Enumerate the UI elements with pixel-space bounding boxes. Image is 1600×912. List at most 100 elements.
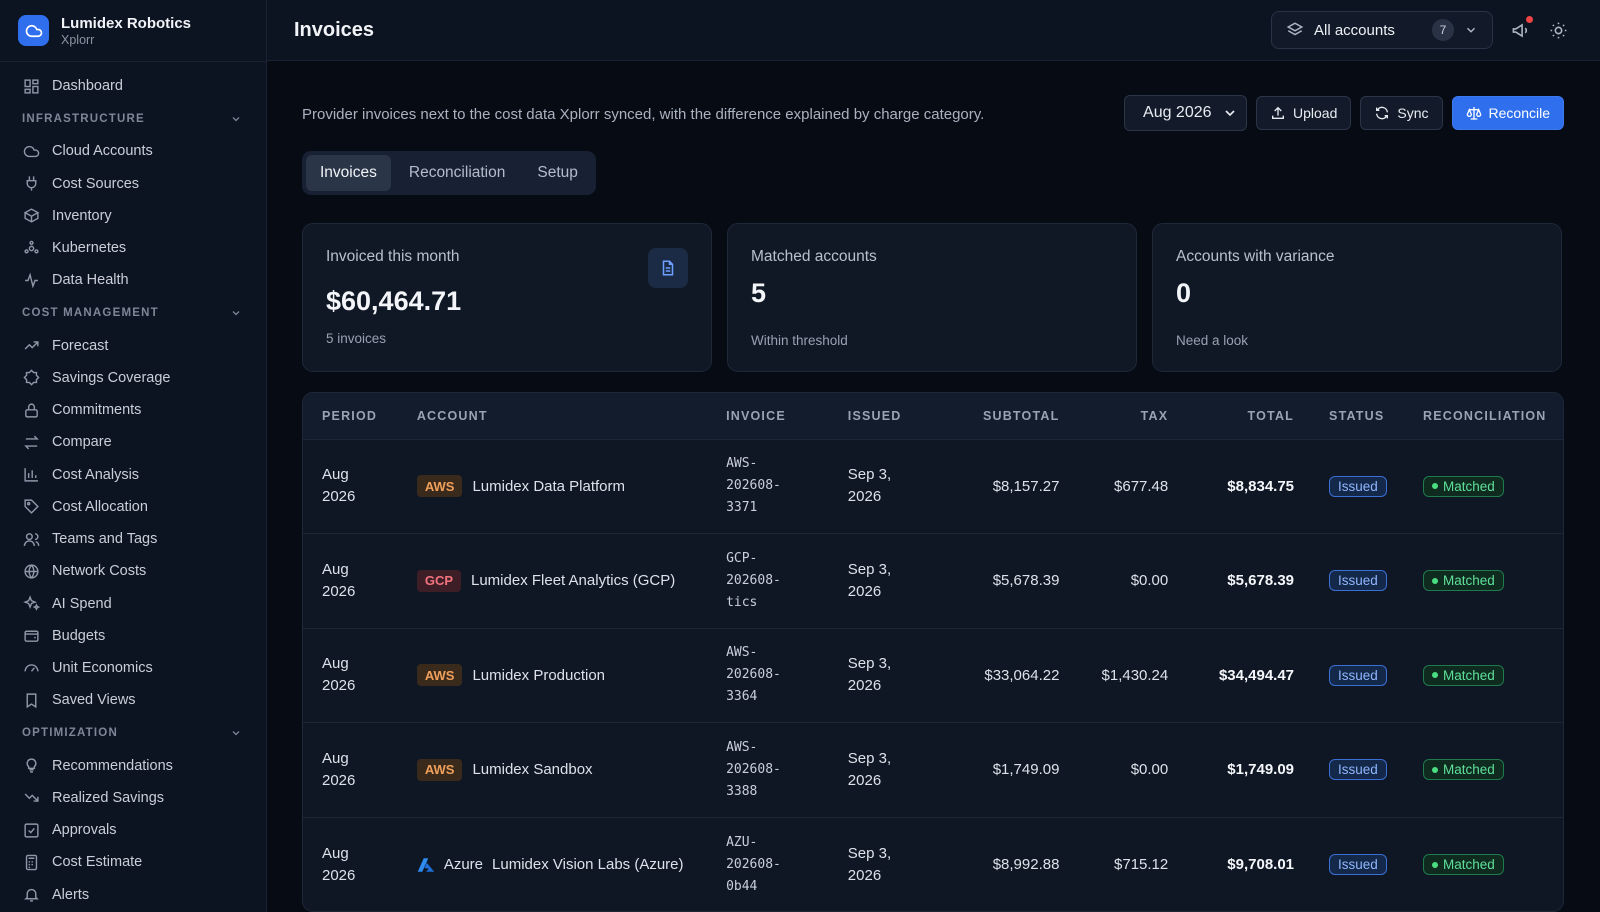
invoice-id[interactable]: GCP- 202608- tics	[726, 550, 781, 610]
invoice-id[interactable]: AWS- 202608- 3364	[726, 645, 781, 705]
tab-setup[interactable]: Setup	[537, 164, 578, 181]
bar-chart-icon	[22, 466, 40, 484]
sidebar-item-label: Cost Analysis	[52, 466, 140, 483]
sidebar-item-label: Compare	[52, 434, 112, 451]
reconciliation-label: Matched	[1443, 857, 1495, 872]
provider-badge: AWS	[416, 758, 463, 781]
tax-cell: $715.12	[1114, 856, 1169, 873]
theme-toggle-button[interactable]	[1547, 19, 1569, 41]
column-header[interactable]: STATUS	[1329, 408, 1385, 423]
invoice-id[interactable]: AWS- 202608- 3388	[726, 739, 781, 799]
section-title: INFRASTRUCTURE	[22, 112, 145, 125]
table-row[interactable]: Aug 2026 Azure Lumidex Vision Labs (Azure)…	[303, 817, 1563, 911]
reconciliation-badge: Matched	[1423, 664, 1504, 686]
chevron-down-icon	[232, 311, 240, 316]
account-selector-label: All accounts	[1314, 21, 1395, 39]
sidebar-item-label: Teams and Tags	[52, 531, 158, 547]
column-header[interactable]: TAX	[1140, 408, 1169, 423]
sidebar-item-dashboard[interactable]: Dashboard	[0, 70, 266, 102]
sidebar-item-ai-spend[interactable]: AI Spend	[0, 588, 266, 620]
period-month: Aug	[322, 844, 349, 862]
column-header[interactable]: INVOICE	[726, 408, 786, 423]
sidebar-item-budgets[interactable]: Budgets	[0, 620, 266, 652]
cloud-icon	[22, 142, 40, 160]
account-count-badge: 7	[1432, 19, 1454, 41]
sidebar-item-cloud-accounts[interactable]: Cloud Accounts	[0, 135, 266, 167]
invoice-id[interactable]: AWS- 202608- 3371	[726, 456, 781, 516]
sidebar-item-unit-economics[interactable]: Unit Economics	[0, 652, 266, 684]
status-badge: Issued	[1329, 664, 1387, 686]
column-header[interactable]: ISSUED	[847, 408, 902, 423]
reconcile-button[interactable]: Reconcile	[1451, 96, 1564, 130]
card-value: $60,464.71	[326, 286, 462, 316]
period-select[interactable]: Aug 2026	[1124, 95, 1248, 131]
reconciliation-badge: Matched	[1423, 570, 1504, 592]
sidebar-item-kubernetes[interactable]: Kubernetes	[0, 232, 266, 264]
issued-year: 2026	[847, 582, 882, 600]
sidebar-item-realized-savings[interactable]: Realized Savings	[0, 782, 266, 814]
account-name: Lumidex Sandbox	[472, 761, 593, 779]
account-name: Lumidex Fleet Analytics (GCP)	[471, 572, 676, 590]
table-header-row: PERIOD ACCOUNT INVOICE ISSUED SUBTOTAL T…	[303, 393, 1563, 439]
section-cost-management[interactable]: COST MANAGEMENT	[0, 297, 266, 330]
period-year: 2026	[322, 582, 356, 600]
org-switcher[interactable]: Lumidex Robotics Xplorr	[0, 0, 266, 62]
gauge-icon	[22, 659, 40, 677]
upload-button[interactable]: Upload	[1256, 96, 1352, 130]
sidebar-item-cost-estimate[interactable]: Cost Estimate	[0, 846, 266, 878]
section-infrastructure[interactable]: INFRASTRUCTURE	[0, 102, 266, 135]
sidebar-item-label: Inventory	[52, 207, 112, 224]
card-sub: 5 invoices	[326, 331, 387, 346]
layers-icon	[1286, 21, 1304, 39]
subtotal-cell: $5,678.39	[992, 572, 1060, 590]
chevron-down-icon	[1464, 23, 1478, 37]
sidebar-item-forecast[interactable]: Forecast	[0, 330, 266, 362]
tab-invoices[interactable]: Invoices	[306, 155, 391, 191]
sidebar-item-label: Data Health	[52, 272, 129, 289]
sidebar-item-recommendations[interactable]: Recommendations	[0, 750, 266, 782]
sidebar-item-cost-analysis[interactable]: Cost Analysis	[0, 459, 266, 491]
sidebar-item-cost-sources[interactable]: Cost Sources	[0, 168, 266, 200]
sidebar-item-compare[interactable]: Compare	[0, 426, 266, 458]
column-header[interactable]: ACCOUNT	[416, 408, 488, 423]
status-badge: Issued	[1329, 570, 1387, 592]
total-cell: $9,708.01	[1227, 856, 1295, 873]
column-header[interactable]: TOTAL	[1247, 408, 1295, 423]
column-header[interactable]: SUBTOTAL	[982, 408, 1060, 423]
period-year: 2026	[322, 677, 356, 695]
card-invoiced-this-month: Invoiced this month $60,464.71 5 invoice…	[302, 223, 712, 372]
sidebar-item-cost-allocation[interactable]: Cost Allocation	[0, 491, 266, 523]
sidebar-item-label: Saved Views	[52, 692, 136, 709]
table-row[interactable]: Aug 2026 GCP Lumidex Fleet Analytics (GCP)…	[303, 533, 1563, 629]
sidebar-item-label: Savings Coverage	[52, 369, 171, 386]
announcements-button[interactable]	[1509, 16, 1533, 41]
sidebar-item-label: Unit Economics	[52, 660, 153, 676]
reconciliation-label: Matched	[1443, 573, 1495, 589]
table-row[interactable]: Aug 2026 AWS Lumidex Production AWS- 202608…	[303, 628, 1563, 723]
bell-icon	[22, 886, 40, 904]
table-row[interactable]: Aug 2026 AWS Lumidex Sandbox AWS- 202608- 33…	[303, 722, 1563, 818]
file-text-icon	[648, 248, 688, 288]
chevron-down-icon	[232, 731, 240, 736]
sidebar-item-savings-coverage[interactable]: Savings Coverage	[0, 362, 266, 394]
sidebar-item-network-costs[interactable]: Network Costs	[0, 555, 266, 587]
sidebar-item-inventory[interactable]: Inventory	[0, 200, 266, 232]
sync-button[interactable]: Sync	[1360, 96, 1443, 130]
card-value: 5	[751, 278, 767, 308]
tab-reconciliation[interactable]: Reconciliation	[408, 164, 506, 181]
account-selector[interactable]: All accounts 7	[1271, 11, 1493, 49]
provider-badge: AWS	[416, 475, 463, 498]
sidebar-item-alerts[interactable]: Alerts	[0, 879, 266, 911]
invoice-id[interactable]: AZU- 202608- 0b44	[726, 834, 781, 894]
sidebar-item-approvals[interactable]: Approvals	[0, 814, 266, 846]
sidebar-item-teams-and-tags[interactable]: Teams and Tags	[0, 523, 266, 555]
notification-dot	[1526, 16, 1533, 23]
column-header[interactable]: RECONCILIATION	[1423, 408, 1547, 423]
period-year: 2026	[322, 771, 356, 789]
sidebar-item-data-health[interactable]: Data Health	[0, 264, 266, 296]
section-optimization[interactable]: OPTIMIZATION	[0, 717, 266, 750]
sidebar-item-saved-views[interactable]: Saved Views	[0, 684, 266, 716]
table-row[interactable]: Aug 2026 AWS Lumidex Data Platform AWS- 202…	[303, 439, 1563, 534]
sidebar-item-commitments[interactable]: Commitments	[0, 394, 266, 426]
column-header[interactable]: PERIOD	[322, 408, 378, 423]
